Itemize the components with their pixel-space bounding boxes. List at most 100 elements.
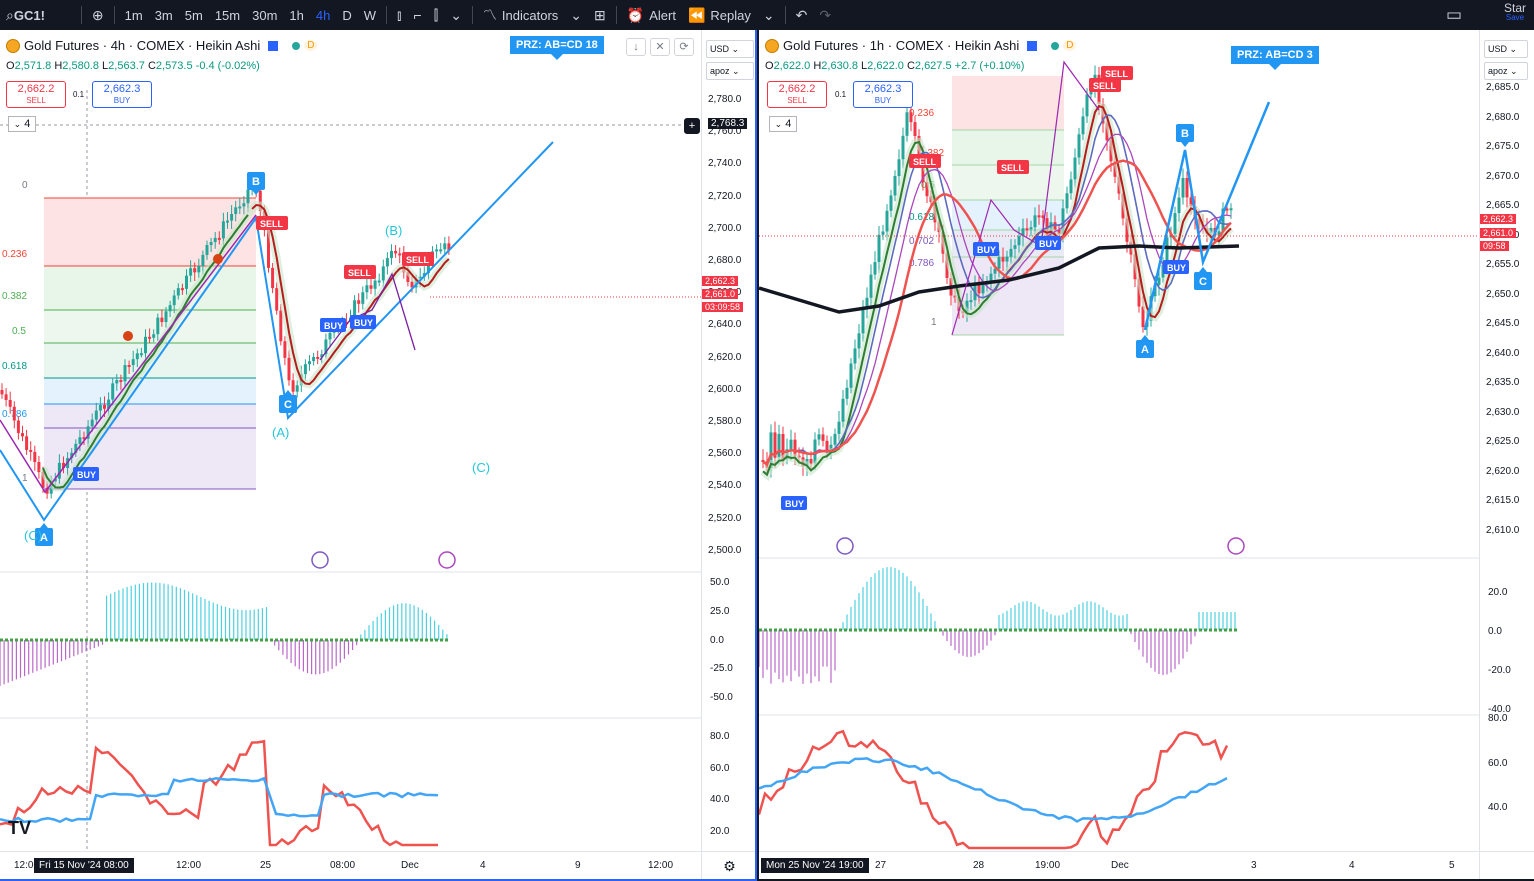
right-title[interactable]: Gold Futures · 1h · COMEX · Heikin Ashi [783,38,1020,53]
chart-pane-right[interactable]: 0.2360.3820.50.6180.7020.7861ABCSELLSELL… [757,30,1534,881]
ha-candle-body [29,449,33,452]
ha-candle-body [965,300,969,313]
ha-candle-body [365,285,369,293]
time-tick: 4 [1349,860,1355,871]
pane-controls: ↓ ✕ ⟳ [626,38,694,56]
price-tick: 2,780.0 [708,94,742,105]
ha-candle-body [1061,208,1065,235]
ha-candle-body [1137,279,1141,307]
flag-icon[interactable] [1027,40,1038,51]
alert-button[interactable]: ⏰ Alert [621,0,682,30]
ha-candle-body [381,266,385,281]
sell-signal-box [1101,66,1133,80]
price-tick: 2,665.0 [1486,200,1520,211]
ha-candle-body [377,280,381,283]
symbol-search[interactable]: ⌕ GC1! [0,0,51,30]
sell-button[interactable]: 2,662.2 SELL [767,81,827,108]
ohlc-low: 2,622.0 [867,60,904,72]
interval-d[interactable]: D [342,7,352,23]
interval-4h[interactable]: 4h [315,7,331,23]
ha-candle-body [180,288,184,291]
pattern-point-b: B [252,176,260,188]
flag-icon[interactable] [268,40,279,51]
ohlc-high: 2,580.8 [62,60,99,72]
reset-pane-button[interactable]: ⟳ [674,38,694,56]
undo-button[interactable]: ↶ [790,0,814,30]
buy-button[interactable]: 2,662.3 BUY [853,81,913,108]
ha-candle-body [877,234,881,263]
left-title[interactable]: Gold Futures · 4h · COMEX · Heikin Ashi [24,38,261,53]
star-save-button[interactable]: Star Save [1504,2,1526,22]
ha-candle-body [969,300,973,303]
wave-label-c-old: (C) [24,528,42,543]
right-time-axis[interactable]: 27 28 19:00 Dec 3 4 5 Mon 25 Nov '24 19:00 [759,851,1479,879]
ohlc-close: 2,573.5 [155,60,193,72]
scale-mode-select[interactable]: apoz ⌄ [1484,62,1528,80]
sell-signal: SELL [1001,163,1025,173]
indicators-dropdown[interactable]: ⌄ [564,0,588,30]
scale-mode-select[interactable]: apoz ⌄ [706,62,754,80]
currency-select[interactable]: USD ⌄ [706,40,754,58]
interval-1h[interactable]: 1h [289,7,304,23]
scroll-down-button[interactable]: ↓ [626,38,646,56]
bar-style-button[interactable]: ⫾ [391,0,407,30]
ha-candle-body [111,383,115,400]
interval-1m[interactable]: 1m [124,7,143,23]
market-open-icon [1051,41,1060,50]
ha-candle-body [12,406,16,421]
right-price-axis[interactable]: USD ⌄ apoz ⌄ 2,685.0 2,680.0 2,675.0 2,670.… [1479,30,1534,853]
interval-5m[interactable]: 5m [184,7,203,23]
settings-gear-button[interactable]: ⚙ [701,851,755,879]
right-chart-canvas[interactable]: 0.2360.3820.50.6180.7020.7861ABCSELLSELL… [759,30,1534,881]
interval-15m[interactable]: 15m [214,7,241,23]
ha-candle-body [324,339,328,355]
left-time-axis[interactable]: 12:00 12:00 25 08:00 Dec 4 9 12:00 Fri 15 Nov '… [0,851,701,879]
close-pane-button[interactable]: ✕ [650,38,670,56]
ha-candle-body [1017,236,1021,246]
ha-candle-body [1125,218,1129,242]
replay-dropdown[interactable]: ⌄ [757,0,781,30]
ha-candle-body [172,295,176,306]
replay-button[interactable]: ⏪ Replay [682,0,757,30]
layout-button[interactable]: ▭ [1440,0,1468,30]
order-count-box[interactable]: ⌄ 4 [8,116,36,132]
time-tick: 19:00 [1035,860,1061,871]
ha-candle-body [406,272,410,282]
line-style-button[interactable]: ⌐ [408,0,428,30]
right-ohlc: O2,622.0 H2,630.8 L2,622.0 C2,627.5 +2.7… [765,60,1025,72]
buy-signal-box [1035,236,1061,250]
buy-label: BUY [874,96,892,105]
collapse-icon: ⌄ [13,119,22,129]
redo-button[interactable]: ↷ [813,0,837,30]
buy-signal-box [73,467,99,481]
ha-candle-body [1217,231,1221,236]
chart-pane-left[interactable]: 00.2360.3820.50.6180.7861ABC(A)(B)(C)(C)… [0,30,757,881]
chart-type-dropdown[interactable]: ⌄ [444,0,468,30]
replay-label: Replay [710,7,751,23]
crosshair-plus-button[interactable]: + [684,118,700,134]
rsi-slow-line [759,757,1228,823]
currency-select[interactable]: USD ⌄ [1484,40,1528,58]
indicators-button[interactable]: 〽 Indicators [477,0,564,30]
ha-candle-body [271,267,275,289]
buy-button[interactable]: 2,662.3 BUY [92,81,152,108]
fib-label: 0.618 [909,212,934,223]
prz-label: PRZ: AB=CD 3 [1231,46,1319,70]
ha-candle-body [8,399,12,407]
ha-candle-body [885,210,889,232]
left-price-axis[interactable]: USD ⌄ apoz ⌄ 2,780.0 2,760.0 2,740.0 2,720.… [701,30,755,853]
templates-button[interactable]: ⊞ [588,0,612,30]
order-count-box[interactable]: ⌄ 4 [769,116,797,132]
forward-icon [836,537,854,555]
heikin-style-button[interactable]: ⫿ [428,0,444,30]
left-chart-canvas[interactable]: 00.2360.3820.50.6180.7861ABC(A)(B)(C)(C)… [0,30,757,881]
compare-button[interactable]: ⊕ [86,0,110,30]
interval-3m[interactable]: 3m [154,7,173,23]
interval-30m[interactable]: 30m [252,7,278,23]
abcd-pattern-line [1143,101,1271,331]
buy-signal: BUY [1039,239,1058,249]
rsi-slow-line [0,776,439,824]
interval-w[interactable]: W [363,7,377,23]
ha-candle-body [809,458,813,464]
sell-button[interactable]: 2,662.2 SELL [6,81,66,108]
